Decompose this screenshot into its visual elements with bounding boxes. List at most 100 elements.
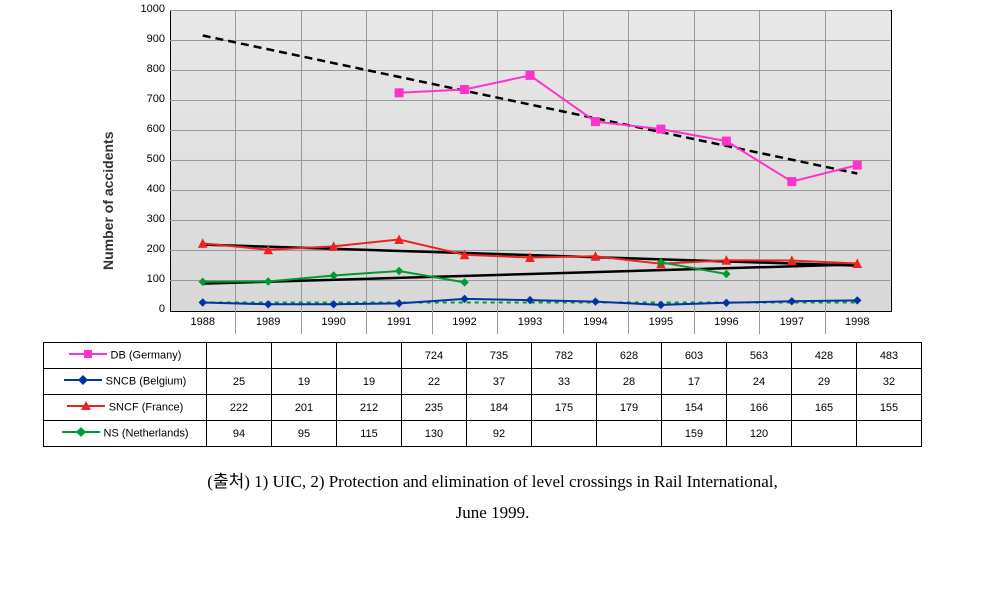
data-cell: 19 xyxy=(337,369,402,395)
data-cell: 32 xyxy=(857,369,922,395)
ytick-label: 600 xyxy=(125,123,165,135)
gridline xyxy=(170,250,890,251)
data-cell: 483 xyxy=(857,343,922,369)
data-cell xyxy=(532,421,597,447)
data-cell: 166 xyxy=(727,395,792,421)
data-cell: 95 xyxy=(272,421,337,447)
data-cell xyxy=(272,343,337,369)
caption: (출처) 1) UIC, 2) Protection and eliminati… xyxy=(40,467,945,528)
series-name: SNCF (France) xyxy=(109,401,184,413)
ytick-label: 800 xyxy=(125,63,165,75)
series-name: NS (Netherlands) xyxy=(104,427,189,439)
data-cell: 92 xyxy=(467,421,532,447)
xtick-label: 1994 xyxy=(565,316,625,328)
data-cell xyxy=(857,421,922,447)
vgridline xyxy=(497,10,498,334)
vgridline xyxy=(759,10,760,334)
xtick-label: 1988 xyxy=(173,316,233,328)
data-cell: 33 xyxy=(532,369,597,395)
gridline xyxy=(170,190,890,191)
xtick-label: 1993 xyxy=(500,316,560,328)
data-cell: 735 xyxy=(467,343,532,369)
data-cell: 628 xyxy=(597,343,662,369)
gridline xyxy=(170,280,890,281)
legend-cell: NS (Netherlands) xyxy=(44,421,207,447)
ytick-label: 100 xyxy=(125,273,165,285)
data-cell: 175 xyxy=(532,395,597,421)
ytick-label: 1000 xyxy=(125,3,165,15)
data-cell: 17 xyxy=(662,369,727,395)
legend-cell: SNCB (Belgium) xyxy=(44,369,207,395)
data-cell: 563 xyxy=(727,343,792,369)
ytick-label: 400 xyxy=(125,183,165,195)
data-cell: 120 xyxy=(727,421,792,447)
xtick-label: 1991 xyxy=(369,316,429,328)
vgridline xyxy=(825,10,826,334)
ytick-label: 900 xyxy=(125,33,165,45)
xtick-label: 1989 xyxy=(238,316,298,328)
data-cell: 19 xyxy=(272,369,337,395)
gridline xyxy=(170,160,890,161)
vgridline xyxy=(432,10,433,334)
gridline xyxy=(170,130,890,131)
gridline xyxy=(170,40,890,41)
table-row: DB (Germany) 724735782628603563428483 xyxy=(44,343,922,369)
xtick-label: 1995 xyxy=(631,316,691,328)
gridline xyxy=(170,220,890,221)
ytick-label: 500 xyxy=(125,153,165,165)
data-cell: 159 xyxy=(662,421,727,447)
data-table: DB (Germany)724735782628603563428483SNCB… xyxy=(43,342,922,447)
data-cell: 24 xyxy=(727,369,792,395)
legend-marker-icon xyxy=(64,372,102,391)
y-axis-label: Number of accidents xyxy=(100,132,116,270)
chart-container: Number of accidents 01002003004005006007… xyxy=(120,10,945,340)
vgridline xyxy=(235,10,236,334)
data-cell: 28 xyxy=(597,369,662,395)
data-cell: 428 xyxy=(792,343,857,369)
data-cell: 22 xyxy=(402,369,467,395)
data-cell: 782 xyxy=(532,343,597,369)
data-cell xyxy=(597,421,662,447)
ytick-label: 700 xyxy=(125,93,165,105)
vgridline xyxy=(628,10,629,334)
series-name: SNCB (Belgium) xyxy=(106,375,187,387)
xtick-label: 1990 xyxy=(304,316,364,328)
vgridline xyxy=(563,10,564,334)
table-row: SNCB (Belgium)2519192237332817242932 xyxy=(44,369,922,395)
data-cell: 154 xyxy=(662,395,727,421)
data-cell: 29 xyxy=(792,369,857,395)
table-row: NS (Netherlands)949511513092159120 xyxy=(44,421,922,447)
data-cell: 724 xyxy=(402,343,467,369)
vgridline xyxy=(366,10,367,334)
data-cell: 155 xyxy=(857,395,922,421)
data-cell: 603 xyxy=(662,343,727,369)
caption-line2: June 1999. xyxy=(456,503,530,522)
legend-cell: DB (Germany) xyxy=(44,343,207,369)
xtick-label: 1996 xyxy=(696,316,756,328)
data-cell: 235 xyxy=(402,395,467,421)
ytick-label: 300 xyxy=(125,213,165,225)
legend-marker-icon xyxy=(62,424,100,443)
data-cell: 37 xyxy=(467,369,532,395)
data-cell: 165 xyxy=(792,395,857,421)
plot-background xyxy=(170,10,892,312)
series-name: DB (Germany) xyxy=(111,349,182,361)
data-cell: 184 xyxy=(467,395,532,421)
table-row: SNCF (France) 222201212235184175179154166… xyxy=(44,395,922,421)
vgridline xyxy=(694,10,695,334)
gridline xyxy=(170,100,890,101)
data-cell: 179 xyxy=(597,395,662,421)
ytick-label: 200 xyxy=(125,243,165,255)
legend-marker-icon xyxy=(69,346,107,365)
data-cell xyxy=(337,343,402,369)
xtick-label: 1998 xyxy=(827,316,887,328)
data-cell: 222 xyxy=(207,395,272,421)
data-cell: 130 xyxy=(402,421,467,447)
data-cell: 212 xyxy=(337,395,402,421)
gridline xyxy=(170,10,890,11)
gridline xyxy=(170,70,890,71)
data-cell xyxy=(207,343,272,369)
caption-line1: (출처) 1) UIC, 2) Protection and eliminati… xyxy=(207,472,777,491)
legend-marker-icon xyxy=(67,398,105,417)
data-cell: 201 xyxy=(272,395,337,421)
